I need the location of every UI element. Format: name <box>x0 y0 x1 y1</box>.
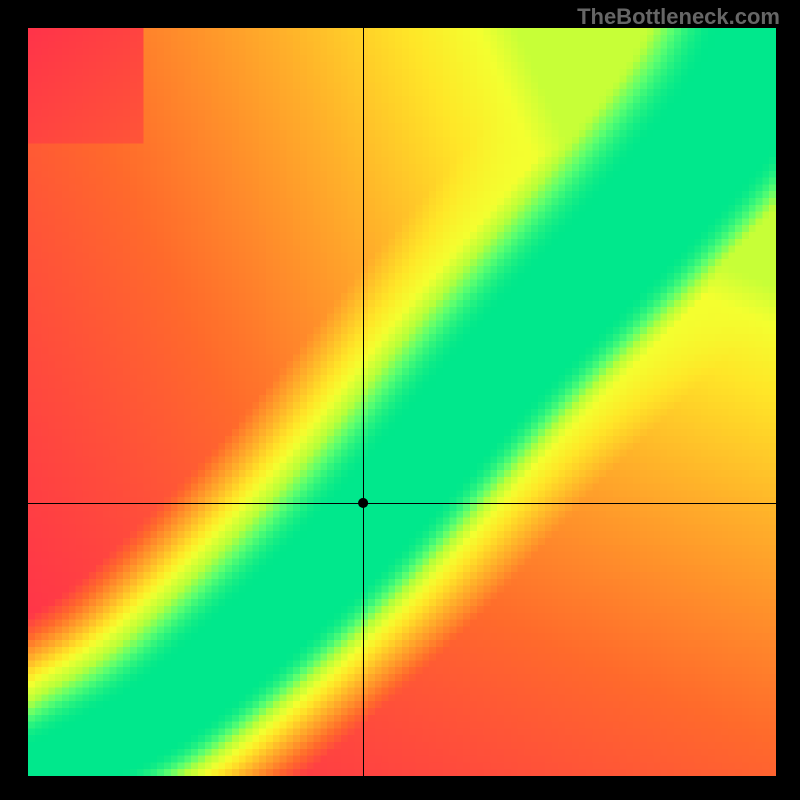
watermark-text: TheBottleneck.com <box>577 4 780 30</box>
chart-container: TheBottleneck.com <box>0 0 800 800</box>
crosshair-overlay <box>28 28 776 776</box>
